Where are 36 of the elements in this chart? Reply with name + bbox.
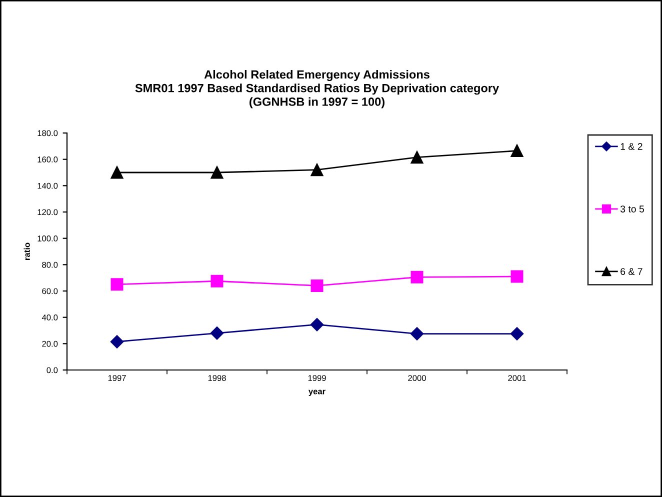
point [510, 144, 524, 158]
point [510, 270, 524, 283]
x-tick-label: 1999 [308, 375, 326, 381]
point [110, 335, 124, 348]
point [110, 278, 124, 291]
point [210, 274, 224, 288]
point [410, 327, 424, 340]
legend-label: 3 to 5 [620, 206, 644, 212]
point [310, 164, 324, 176]
point [410, 151, 424, 164]
point [410, 270, 424, 284]
y-tick-label: 140.0 [38, 182, 58, 189]
y-tick-label: 0.0 [46, 367, 58, 374]
point [510, 327, 524, 340]
x-tick-label: 1997 [108, 375, 126, 381]
y-tick-label: 180.0 [38, 130, 58, 136]
x-tick-label: 2001 [508, 375, 526, 381]
y-tick-label: 160.0 [38, 156, 58, 162]
point [310, 279, 324, 292]
point [310, 318, 324, 332]
y-axis-title: ratio [24, 242, 30, 260]
legend-label: 1 & 2 [620, 143, 642, 150]
x-axis-title: year [308, 390, 326, 396]
x-tick-label: 1998 [208, 375, 226, 381]
y-tick-label: 100.0 [38, 236, 58, 242]
point [110, 166, 124, 179]
y-tick-label: 120.0 [38, 209, 58, 216]
point [210, 166, 224, 179]
point [210, 326, 224, 340]
y-tick-label: 40.0 [42, 314, 58, 320]
legend-label: 6 & 7 [620, 268, 642, 275]
y-tick-label: 20.0 [42, 340, 58, 347]
x-tick-label: 2000 [408, 375, 426, 381]
y-tick-label: 80.0 [42, 262, 58, 268]
y-tick-label: 60.0 [42, 288, 58, 294]
chart-title: Alcohol Related Emergency Admissions SMR01 1997 Based Standardised Ratios By Deprivation category (GGNHSB in 1997 = 100) [135, 70, 500, 108]
